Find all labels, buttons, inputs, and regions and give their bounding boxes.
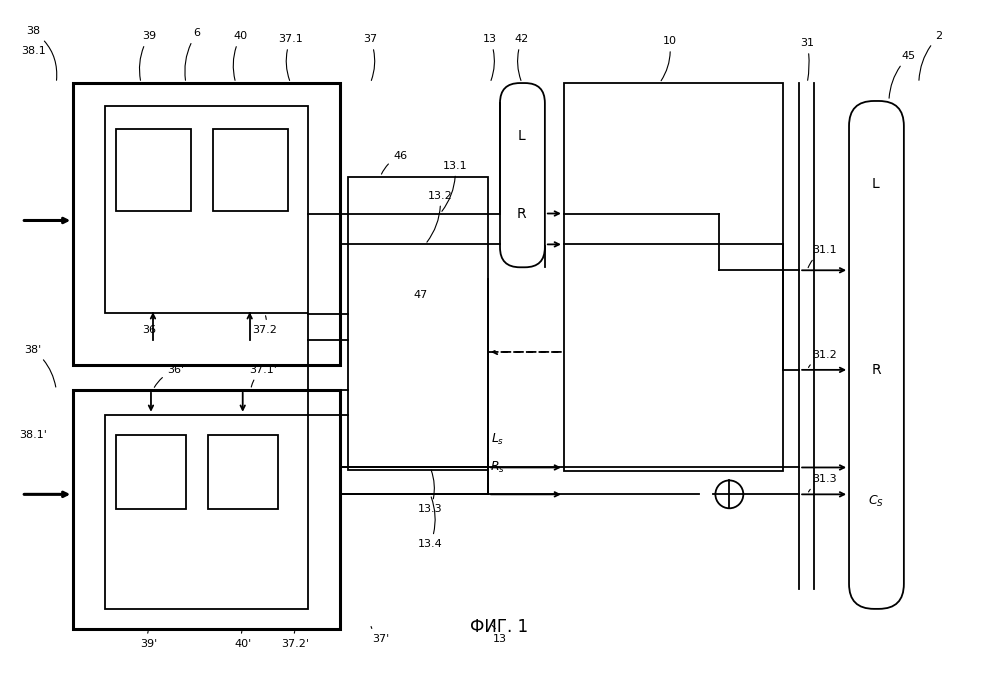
Text: 31.1: 31.1 [808,245,836,268]
Text: L: L [872,177,880,191]
Text: 46: 46 [382,151,408,174]
Text: 37.1': 37.1' [249,365,277,387]
Bar [105,106,308,313]
Bar [349,177,489,470]
Bar [208,435,278,510]
Text: $C_S$: $C_S$ [868,494,884,509]
Text: 38: 38 [26,26,57,80]
Text: 37.1: 37.1 [278,34,303,80]
Text: 37': 37' [371,627,389,644]
Text: 31: 31 [800,38,814,80]
Text: 38': 38' [25,345,56,387]
Text: R: R [871,363,881,377]
Text: L: L [518,129,525,143]
Text: 38.1: 38.1 [21,47,46,56]
Text: 40: 40 [233,31,248,80]
Bar [73,83,341,365]
Text: 39': 39' [140,632,158,649]
Bar [563,83,783,471]
Text: 39: 39 [140,31,156,80]
Bar [73,390,341,629]
FancyBboxPatch shape [849,101,904,609]
Text: ФИГ. 1: ФИГ. 1 [470,618,528,636]
Text: 13.3: 13.3 [418,470,443,514]
Text: $R_s$: $R_s$ [491,460,505,475]
Text: 38.1': 38.1' [19,429,47,439]
Text: 13.1: 13.1 [442,160,468,212]
Text: 2: 2 [919,31,942,80]
Text: 37.2: 37.2 [252,315,277,335]
Text: 36: 36 [142,316,156,335]
Text: 13.2: 13.2 [427,191,453,242]
Text: 42: 42 [514,34,529,80]
Text: 6: 6 [185,28,201,80]
Text: 13: 13 [484,34,498,80]
Text: 36': 36' [154,365,185,388]
Bar [213,129,288,210]
Text: 13: 13 [493,625,507,644]
Text: 47: 47 [414,290,428,300]
Text: 13.4: 13.4 [418,497,443,549]
FancyBboxPatch shape [500,83,544,268]
Bar [116,435,186,510]
Text: 31.3: 31.3 [808,474,836,492]
Text: 10: 10 [661,36,676,81]
Text: $L_s$: $L_s$ [492,432,504,447]
Text: 37.2': 37.2' [282,632,310,649]
Text: R: R [517,206,526,220]
Text: 31.2: 31.2 [808,350,836,367]
Text: 37: 37 [364,34,378,80]
Bar [116,129,191,210]
Text: 40': 40' [234,632,252,649]
Text: 45: 45 [889,51,916,98]
Bar [105,415,308,609]
